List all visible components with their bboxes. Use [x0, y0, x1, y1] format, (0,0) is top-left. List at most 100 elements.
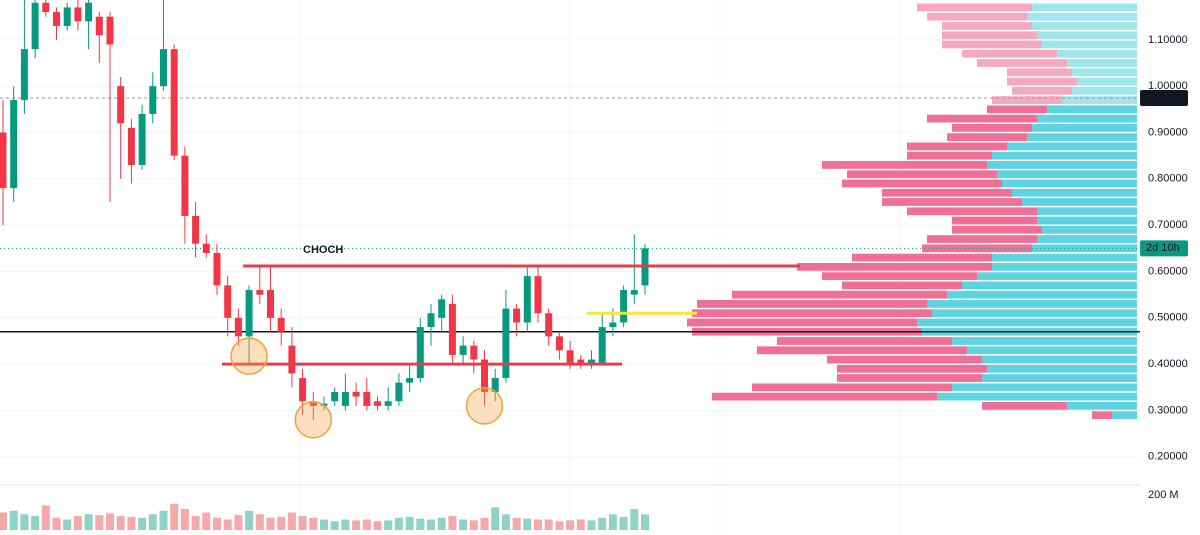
profile-up	[977, 272, 1137, 281]
volume-bar	[9, 510, 18, 530]
volume-bar	[287, 512, 296, 530]
profile-down	[977, 59, 1067, 67]
profile-down	[1007, 68, 1072, 77]
profile-down	[882, 198, 1022, 206]
volume-bar	[298, 516, 307, 530]
candle-body	[160, 49, 167, 87]
y-tick-label: 0.90000	[1148, 126, 1188, 138]
candle-body	[63, 7, 71, 26]
candle-body	[138, 113, 146, 165]
profile-down	[927, 235, 1037, 243]
volume-bar	[138, 517, 147, 530]
profile-up	[987, 364, 1137, 373]
volume-bar	[405, 516, 414, 530]
volume-bar	[384, 520, 393, 530]
profile-down	[757, 346, 967, 355]
profile-down	[752, 383, 952, 392]
candle-body	[374, 401, 381, 406]
candle-body	[267, 290, 274, 318]
candle-body	[395, 382, 403, 402]
profile-up	[1072, 68, 1137, 77]
y-tick-label: 0.80000	[1148, 173, 1188, 185]
volume-bar	[223, 519, 232, 530]
volume-bar	[352, 520, 361, 530]
profile-down	[947, 133, 1027, 142]
y-tick-label: 0.20000	[1148, 451, 1188, 463]
profile-down	[942, 22, 1032, 30]
profile-down	[797, 262, 992, 271]
candle-body	[406, 378, 414, 383]
volume-bar	[501, 514, 510, 530]
volume-bar	[534, 519, 542, 530]
candle-body	[427, 313, 435, 328]
profile-down	[1007, 77, 1077, 86]
profile-up	[997, 170, 1137, 179]
volume-bar	[52, 517, 61, 530]
volume-bar	[106, 513, 114, 530]
candle-body	[459, 345, 467, 355]
candle-body	[213, 252, 221, 286]
profile-down	[822, 161, 987, 169]
profile-up	[1057, 49, 1137, 58]
y-tick-label: 1.00000	[1148, 80, 1188, 92]
volume-bar	[619, 516, 628, 530]
countdown-label: 2d 10h	[1146, 242, 1180, 254]
candle-body	[534, 276, 542, 314]
profile-up	[1027, 133, 1137, 142]
volume-bar	[555, 521, 564, 530]
y-tick-label: 0.70000	[1148, 219, 1188, 231]
marker-price-label: 0.97439	[1145, 92, 1185, 104]
profile-down	[712, 392, 937, 401]
profile-down	[927, 114, 1037, 123]
profile-up	[947, 290, 1137, 299]
candle-body	[481, 359, 488, 392]
volume-bar	[469, 520, 478, 530]
candle-body	[234, 317, 242, 337]
candle-body	[256, 290, 264, 295]
candle-body	[470, 345, 478, 360]
candle-body	[555, 336, 563, 351]
profile-down	[942, 31, 1037, 40]
profile-up	[967, 346, 1137, 355]
candle-body	[448, 303, 456, 355]
profile-up	[1032, 3, 1137, 12]
volume-bar	[362, 519, 371, 530]
profile-up	[1012, 188, 1137, 197]
swing-circle	[230, 337, 268, 375]
volume-bar	[309, 517, 318, 530]
volume-bar	[523, 518, 532, 530]
profile-up	[937, 392, 1137, 401]
volume-bar	[480, 517, 489, 530]
profile-down	[992, 96, 1062, 104]
candle-body	[202, 243, 210, 253]
profile-up	[1062, 96, 1137, 104]
volume-bar	[170, 503, 179, 530]
candle-body	[149, 86, 157, 114]
volume-bar	[31, 516, 40, 530]
swing-circle	[294, 401, 333, 439]
candle-body	[0, 132, 7, 189]
volume-bar	[330, 521, 339, 530]
candle-body	[630, 290, 638, 295]
profile-down	[822, 272, 977, 281]
marker-price-box	[1140, 90, 1188, 107]
volume-bar	[491, 507, 500, 530]
candle-body	[502, 308, 510, 379]
volume-bar	[191, 516, 200, 530]
y-tick-label: 0.50000	[1148, 312, 1188, 324]
candle-body	[288, 345, 296, 374]
swing-circle	[465, 387, 504, 425]
profile-down	[687, 318, 917, 327]
volume-bar	[320, 519, 328, 530]
volume-bar	[459, 519, 468, 530]
profile-down	[987, 105, 1047, 114]
profile-up	[982, 355, 1137, 364]
profile-up	[1007, 142, 1137, 151]
candle-body	[577, 359, 585, 365]
profile-down	[942, 40, 1042, 49]
profile-up	[1037, 235, 1137, 243]
profile-down	[697, 300, 927, 308]
profile-down	[952, 216, 1037, 225]
volume-bar	[266, 517, 275, 530]
candle-body	[53, 12, 60, 26]
